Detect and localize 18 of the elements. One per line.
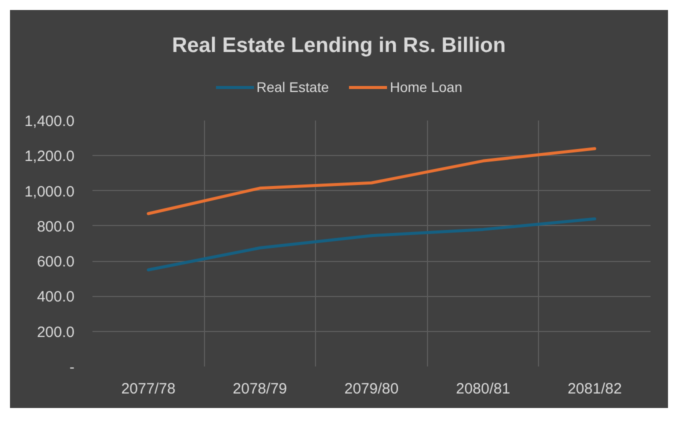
y-tick-label: - [70,359,75,376]
y-tick-label: 1,400.0 [24,113,74,130]
y-tick-label: 600.0 [36,254,75,271]
x-tick-label: 2077/78 [121,380,176,398]
y-tick-label: 200.0 [36,324,75,341]
legend-label: Home Loan [390,79,462,95]
legend-label: Real Estate [256,79,329,95]
y-tick-label: 400.0 [36,288,75,306]
x-tick-label: 2079/80 [344,380,399,398]
line-series [146,147,596,216]
line-series [146,217,596,272]
x-tick-label: 2080/81 [456,380,510,398]
x-tick-label: 2078/79 [232,380,288,398]
y-tick-label: 1,200.0 [24,148,74,166]
x-tick-label: 2081/82 [568,380,622,398]
y-tick-label: 800.0 [36,218,75,236]
y-tick-label: 1,000.0 [24,183,74,200]
chart-title: Real Estate Lending in Rs. Billion [172,34,506,57]
